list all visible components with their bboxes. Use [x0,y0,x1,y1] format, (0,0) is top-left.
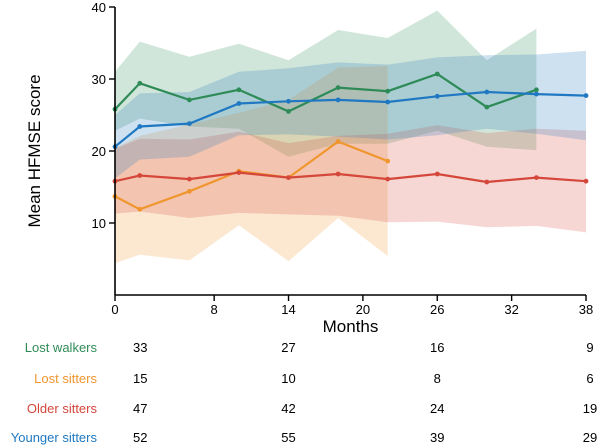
at-risk-table: Lost walkers 33 27 16 9 Lost sitters 15 10 8 6 Old… [11,340,597,445]
point-younger-sitters [335,97,341,103]
point-lost-walkers [187,97,192,103]
risk-row-label-younger-sitters: Younger sitters [11,430,98,445]
point-lost-walkers [137,80,143,86]
y-tick-label: 10 [92,216,106,231]
point-older-sitters [385,176,391,182]
series-lines [112,71,589,212]
band-lost-walkers [115,10,537,157]
y-axis-title: Mean HFMSE score [25,74,44,227]
point-younger-sitters [583,93,589,98]
y-tick-label: 30 [92,72,106,87]
risk-count: 24 [430,401,444,416]
risk-count: 15 [133,371,147,386]
point-younger-sitters [434,93,440,99]
risk-count: 33 [133,340,147,355]
x-tick-label: 0 [111,302,118,317]
x-tick-label: 38 [579,302,593,317]
point-older-sitters [236,170,242,176]
point-lost-walkers [484,104,490,110]
point-younger-sitters [137,124,143,129]
point-older-sitters [583,178,589,184]
y-tick-label: 20 [92,144,106,159]
point-lost-walkers [236,87,242,93]
point-lost-walkers [385,88,391,94]
point-lost-walkers [286,109,291,114]
confidence-bands [115,10,586,264]
risk-count: 8 [434,371,441,386]
point-younger-sitters [385,99,391,105]
risk-count: 52 [133,430,147,445]
risk-row-label-lost-walkers: Lost walkers [25,340,98,355]
point-older-sitters [484,179,490,185]
risk-count: 16 [430,340,444,355]
point-lost-sitters [385,158,391,164]
risk-count: 9 [586,340,593,355]
risk-count: 42 [281,401,295,416]
risk-row-label-lost-sitters: Lost sitters [34,371,97,386]
band-lost-sitters [115,66,388,264]
risk-count: 55 [281,430,295,445]
band-younger-sitters [115,50,586,179]
x-tick-label: 14 [281,302,295,317]
point-older-sitters [286,175,291,181]
risk-row-label-older-sitters: Older sitters [27,401,98,416]
risk-count: 6 [586,371,593,386]
point-lost-walkers [534,87,539,93]
point-younger-sitters [236,101,242,106]
point-younger-sitters [534,91,539,97]
risk-count: 19 [583,401,597,416]
point-younger-sitters [484,89,490,95]
y-tick-label: 40 [92,0,106,15]
point-older-sitters [187,176,192,182]
risk-count: 39 [430,430,444,445]
point-lost-sitters [335,139,341,145]
point-lost-sitters [137,206,143,212]
axis-ticks: 0 8 14 20 26 32 38 10 20 30 40 [92,0,594,317]
point-older-sitters [137,173,143,178]
x-tick-label: 8 [211,302,218,317]
point-lost-walkers [434,71,440,77]
point-lost-walkers [335,85,341,90]
risk-count: 10 [281,371,295,386]
point-older-sitters [534,175,539,181]
point-younger-sitters [187,121,192,126]
x-tick-label: 32 [504,302,518,317]
point-older-sitters [434,171,440,177]
x-tick-label: 20 [356,302,370,317]
risk-count: 27 [281,340,295,355]
point-lost-sitters [187,188,192,194]
risk-count: 29 [583,430,597,445]
point-younger-sitters [286,98,291,104]
x-tick-label: 26 [430,302,444,317]
band-older-sitters [115,125,586,233]
point-older-sitters [335,171,341,177]
x-axis-title: Months [323,317,379,336]
risk-count: 47 [133,401,147,416]
